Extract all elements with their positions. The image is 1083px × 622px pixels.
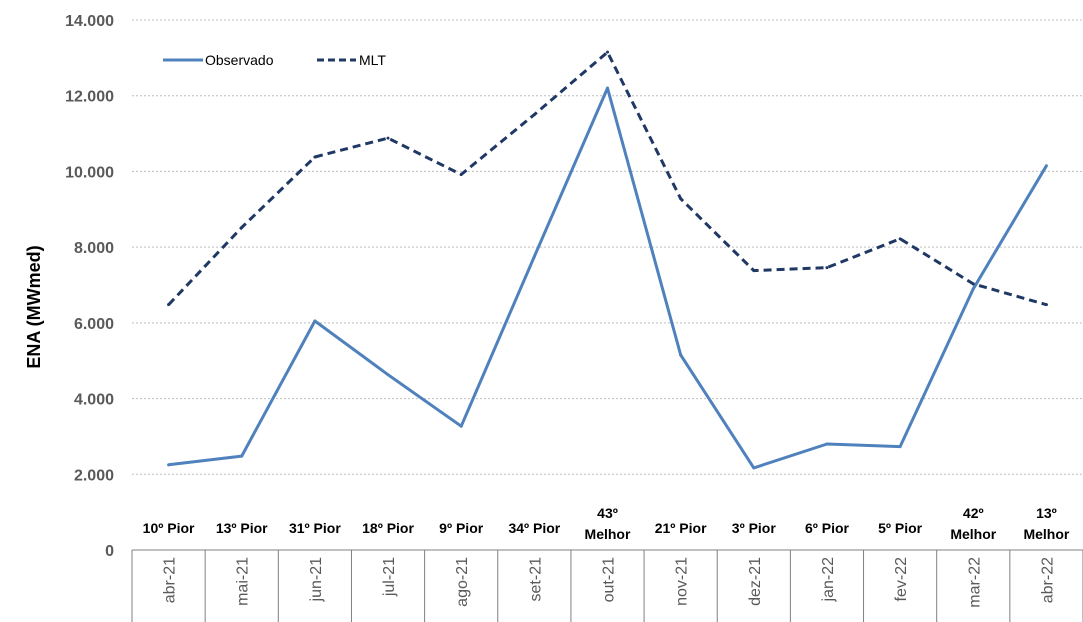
rank-label: 13º Melhor <box>1023 505 1069 542</box>
rank-label: 43º Melhor <box>585 505 631 542</box>
data-point-observado <box>532 255 536 259</box>
data-point-mlt <box>971 282 975 286</box>
data-point-mlt <box>752 269 756 273</box>
data-point-observado <box>386 373 390 377</box>
legend-mlt-label: MLT <box>359 52 386 68</box>
rank-label: 5º Pior <box>878 520 923 536</box>
data-point-observado <box>167 463 171 467</box>
data-point-mlt <box>240 225 244 229</box>
y-tick-label: 6.000 <box>74 316 114 333</box>
legend: Observado MLT <box>163 52 386 68</box>
data-point-mlt <box>313 155 317 159</box>
y-tick-label: 14.000 <box>65 13 114 30</box>
data-point-mlt <box>898 237 902 241</box>
data-point-observado <box>606 86 609 90</box>
series-line-observado <box>168 86 1048 470</box>
x-tick-label: set-21 <box>527 557 544 602</box>
y-tick-label: 8.000 <box>74 240 114 257</box>
data-point-mlt <box>532 113 536 117</box>
data-point-observado <box>240 454 244 458</box>
x-tick-label: dez-21 <box>747 557 764 606</box>
y-axis-label: ENA (MWmed) <box>24 245 44 368</box>
rank-label: 18º Pior <box>362 520 414 536</box>
y-tick-label: 12.000 <box>65 89 114 106</box>
x-tick-label: fev-22 <box>893 557 910 602</box>
rank-label: 31º Pior <box>289 520 341 536</box>
data-point-mlt <box>606 50 609 54</box>
data-point-observado <box>679 353 683 357</box>
data-point-observado <box>752 466 756 470</box>
gridlines <box>132 19 1083 475</box>
data-point-mlt <box>825 266 829 270</box>
x-tick-label: ago-21 <box>454 557 471 607</box>
x-tick-label: jan-22 <box>820 557 837 603</box>
x-tick-label: jun-21 <box>308 557 325 603</box>
rank-label: 9º Pior <box>439 520 484 536</box>
data-point-observado <box>898 445 902 449</box>
data-point-observado <box>971 287 975 291</box>
data-point-observado <box>313 319 317 323</box>
x-tick-label: mai-21 <box>235 557 252 606</box>
x-axis: abr-21 mai-21 jun-21 jul-21 ago-21 set-21 out-… <box>131 549 1083 622</box>
x-tick-label: abr-22 <box>1039 557 1056 603</box>
x-tick-label: mar-22 <box>966 557 983 608</box>
rank-label: 21º Pior <box>655 520 707 536</box>
data-point-mlt <box>679 197 683 201</box>
rank-label: 3º Pior <box>732 520 777 536</box>
data-point-observado <box>1044 164 1048 168</box>
data-point-mlt <box>386 136 390 140</box>
y-axis-ticks: 0 2.000 4.000 6.000 8.000 10.000 12.000 14.000 <box>65 13 114 560</box>
data-point-mlt <box>1044 303 1048 307</box>
x-tick-label: jul-21 <box>381 557 398 597</box>
rank-label: 10º Pior <box>143 520 195 536</box>
y-tick-label: 2.000 <box>74 467 114 484</box>
rank-label: 42º Melhor <box>950 505 996 542</box>
data-point-observado <box>459 424 463 428</box>
data-point-observado <box>825 442 829 446</box>
series-lines <box>167 50 1048 470</box>
rank-label: 6º Pior <box>805 520 850 536</box>
y-tick-label: 0 <box>105 543 114 560</box>
y-tick-label: 4.000 <box>74 392 114 409</box>
data-point-mlt <box>459 172 463 176</box>
y-tick-label: 10.000 <box>65 164 114 181</box>
rank-labels: 10º Pior 13º Pior 31º Pior 18º Pior 9º Pior 3… <box>143 505 1070 542</box>
rank-label: 13º Pior <box>216 520 268 536</box>
x-tick-label: out-21 <box>601 557 618 602</box>
x-tick-label: abr-21 <box>162 557 179 603</box>
data-point-mlt <box>167 303 171 307</box>
x-tick-label: nov-21 <box>674 557 691 606</box>
rank-label: 34º Pior <box>508 520 560 536</box>
legend-observado-label: Observado <box>205 52 274 68</box>
